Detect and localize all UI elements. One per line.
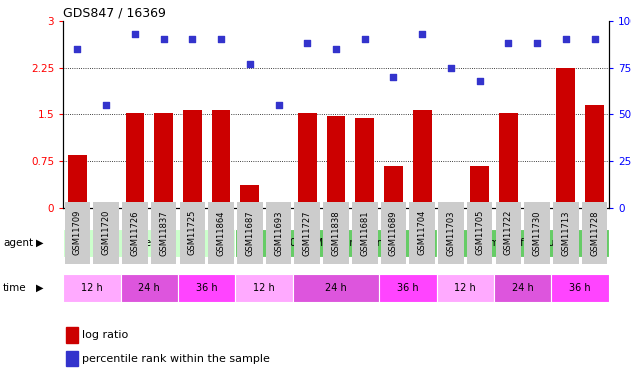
Text: GSM11722: GSM11722 bbox=[504, 210, 513, 255]
Bar bbox=[68, 155, 87, 208]
Bar bbox=[494, 274, 551, 302]
Bar bbox=[551, 274, 609, 302]
Text: 12 h: 12 h bbox=[454, 283, 476, 293]
Bar bbox=[155, 113, 173, 208]
Bar bbox=[437, 274, 494, 302]
Text: GSM11693: GSM11693 bbox=[274, 210, 283, 255]
Text: percentile rank within the sample: percentile rank within the sample bbox=[82, 354, 270, 364]
Point bbox=[187, 36, 198, 42]
Text: ▶: ▶ bbox=[36, 238, 44, 248]
Point bbox=[561, 36, 571, 42]
Text: GSM11864: GSM11864 bbox=[216, 210, 226, 255]
Text: GSM11689: GSM11689 bbox=[389, 210, 398, 255]
Text: 24 h: 24 h bbox=[138, 283, 160, 293]
Text: GSM11713: GSM11713 bbox=[562, 210, 570, 255]
Text: GSM11837: GSM11837 bbox=[159, 210, 168, 256]
Text: 12 h: 12 h bbox=[81, 283, 103, 293]
Point bbox=[101, 102, 111, 108]
Bar bbox=[499, 113, 517, 208]
Point bbox=[302, 40, 312, 46]
Point bbox=[504, 40, 514, 46]
Bar bbox=[63, 229, 235, 257]
Bar bbox=[66, 351, 78, 366]
Text: untreated: untreated bbox=[125, 238, 174, 248]
Bar bbox=[269, 202, 288, 208]
Text: GSM11704: GSM11704 bbox=[418, 210, 427, 255]
Point bbox=[446, 64, 456, 70]
Bar bbox=[212, 110, 230, 208]
Point bbox=[331, 46, 341, 52]
Text: 0.3 mM 5-fluorouracil: 0.3 mM 5-fluorouracil bbox=[471, 238, 575, 248]
Text: GSM11687: GSM11687 bbox=[245, 210, 254, 256]
Text: GSM11725: GSM11725 bbox=[188, 210, 197, 255]
Text: time: time bbox=[3, 283, 27, 293]
Bar bbox=[384, 166, 403, 208]
Text: GSM11838: GSM11838 bbox=[331, 210, 341, 256]
Bar bbox=[557, 68, 575, 208]
Text: GDS847 / 16369: GDS847 / 16369 bbox=[63, 6, 166, 20]
Point bbox=[532, 40, 542, 46]
Text: GSM11728: GSM11728 bbox=[590, 210, 599, 255]
Bar bbox=[178, 274, 235, 302]
Text: GSM11681: GSM11681 bbox=[360, 210, 369, 255]
Text: GSM11705: GSM11705 bbox=[475, 210, 484, 255]
Point bbox=[273, 102, 283, 108]
Bar bbox=[121, 274, 178, 302]
Text: GSM11726: GSM11726 bbox=[131, 210, 139, 255]
Bar bbox=[235, 274, 293, 302]
Bar bbox=[298, 113, 317, 208]
Bar bbox=[585, 105, 604, 208]
Bar bbox=[183, 110, 202, 208]
Text: GSM11727: GSM11727 bbox=[303, 210, 312, 255]
Bar bbox=[442, 202, 460, 208]
Point bbox=[158, 36, 168, 42]
Bar bbox=[528, 202, 546, 208]
Bar bbox=[293, 274, 379, 302]
Bar bbox=[235, 229, 437, 257]
Bar bbox=[97, 202, 115, 208]
Text: log ratio: log ratio bbox=[82, 330, 129, 340]
Point bbox=[475, 78, 485, 84]
Bar bbox=[379, 274, 437, 302]
Bar bbox=[470, 166, 489, 208]
Text: 12 h: 12 h bbox=[253, 283, 275, 293]
Text: 0.9 uM doxorubicin: 0.9 uM doxorubicin bbox=[290, 238, 382, 248]
Bar bbox=[240, 185, 259, 208]
Text: GSM11730: GSM11730 bbox=[533, 210, 541, 255]
Bar bbox=[327, 116, 345, 208]
Point bbox=[216, 36, 226, 42]
Point bbox=[417, 31, 427, 37]
Text: 24 h: 24 h bbox=[325, 283, 347, 293]
Bar bbox=[126, 113, 144, 208]
Text: 36 h: 36 h bbox=[196, 283, 218, 293]
Text: 36 h: 36 h bbox=[397, 283, 418, 293]
Point bbox=[360, 36, 370, 42]
Text: GSM11720: GSM11720 bbox=[102, 210, 110, 255]
Point bbox=[389, 74, 399, 80]
Bar bbox=[437, 229, 609, 257]
Point bbox=[73, 46, 83, 52]
Point bbox=[245, 61, 255, 67]
Bar bbox=[413, 110, 432, 208]
Text: ▶: ▶ bbox=[36, 283, 44, 293]
Text: agent: agent bbox=[3, 238, 33, 248]
Point bbox=[130, 31, 140, 37]
Text: 24 h: 24 h bbox=[512, 283, 534, 293]
Bar bbox=[355, 117, 374, 208]
Bar bbox=[66, 327, 78, 343]
Bar bbox=[63, 274, 121, 302]
Text: GSM11703: GSM11703 bbox=[446, 210, 456, 255]
Text: 36 h: 36 h bbox=[569, 283, 591, 293]
Point bbox=[589, 36, 599, 42]
Text: GSM11709: GSM11709 bbox=[73, 210, 82, 255]
